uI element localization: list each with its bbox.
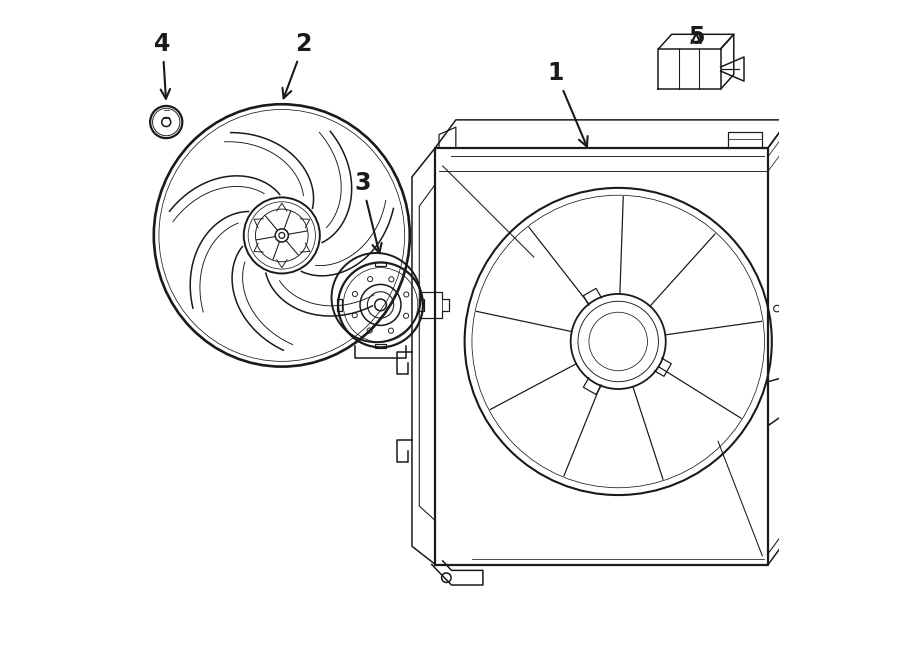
Bar bbox=[374, 262, 386, 266]
Bar bbox=[419, 299, 424, 311]
Bar bbox=[338, 299, 342, 311]
Text: 3: 3 bbox=[354, 171, 382, 253]
Bar bbox=[374, 344, 386, 348]
Text: 4: 4 bbox=[155, 32, 171, 98]
Text: 2: 2 bbox=[283, 32, 312, 98]
Text: 1: 1 bbox=[548, 61, 588, 147]
Text: 5: 5 bbox=[688, 25, 705, 49]
